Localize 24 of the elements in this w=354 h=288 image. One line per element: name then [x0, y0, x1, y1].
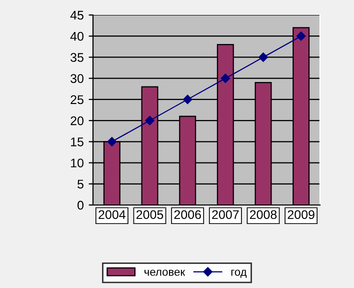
x-tick-label: 2006	[174, 210, 201, 220]
x-tick-label: 2007	[212, 210, 239, 220]
y-tick-label: 15	[71, 138, 84, 146]
y-tick-label: 25	[70, 95, 84, 104]
y-tick-label: 40	[70, 32, 84, 41]
x-tick-label: 2008	[250, 210, 277, 220]
y-tick-label: 45	[70, 10, 84, 20]
point	[145, 116, 154, 126]
point	[107, 137, 117, 146]
x-tick-label: 2005	[136, 210, 164, 220]
point	[182, 94, 192, 104]
x-tick-label: 2009	[288, 210, 314, 220]
point	[296, 31, 306, 41]
y-tick-label: 35	[70, 53, 84, 62]
x-tick-label: 2004	[98, 210, 126, 220]
point	[258, 52, 268, 62]
legend-label: год	[231, 270, 247, 278]
legend-label: человек	[144, 270, 186, 276]
y-tick-label: 5	[78, 180, 84, 189]
point	[220, 74, 230, 83]
y-tick-label: 20	[70, 116, 84, 126]
y-tick-label: 30	[70, 74, 84, 83]
y-tick-label: 10	[71, 158, 84, 168]
y-tick-label: 0	[78, 200, 84, 210]
